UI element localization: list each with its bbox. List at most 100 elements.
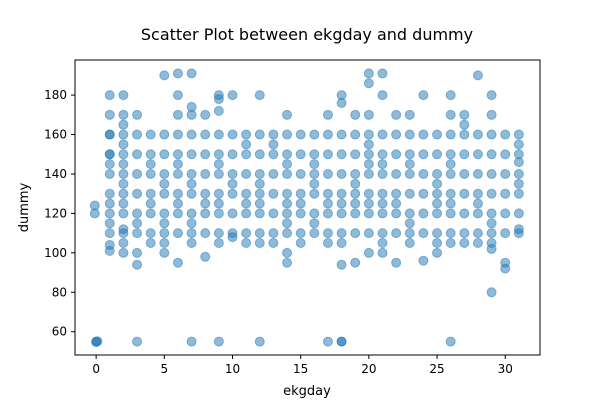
scatter-point bbox=[459, 119, 470, 130]
scatter-point bbox=[500, 168, 511, 179]
scatter-point bbox=[241, 237, 252, 248]
scatter-point bbox=[118, 237, 129, 248]
scatter-point bbox=[118, 208, 129, 219]
scatter-point bbox=[500, 188, 511, 199]
scatter-point bbox=[213, 237, 224, 248]
scatter-point bbox=[350, 178, 361, 189]
scatter-point bbox=[404, 218, 415, 229]
scatter-point bbox=[432, 168, 443, 179]
scatter-point bbox=[227, 188, 238, 199]
scatter-point bbox=[172, 228, 183, 239]
scatter-point bbox=[186, 237, 197, 248]
scatter-point bbox=[336, 198, 347, 209]
scatter-point bbox=[336, 336, 347, 347]
scatter-point bbox=[445, 109, 456, 120]
scatter-point bbox=[118, 178, 129, 189]
scatter-point bbox=[213, 94, 224, 105]
scatter-point bbox=[200, 149, 211, 160]
scatter-point bbox=[459, 168, 470, 179]
scatter-point bbox=[159, 149, 170, 160]
scatter-point bbox=[254, 129, 265, 140]
scatter-point bbox=[336, 129, 347, 140]
scatter-point bbox=[472, 198, 483, 209]
scatter-point bbox=[404, 129, 415, 140]
scatter-point bbox=[432, 208, 443, 219]
scatter-point bbox=[377, 188, 388, 199]
scatter-point bbox=[295, 237, 306, 248]
scatter-point bbox=[363, 247, 374, 258]
scatter-point bbox=[336, 149, 347, 160]
scatter-point bbox=[404, 188, 415, 199]
scatter-point bbox=[200, 168, 211, 179]
x-tick-label: 0 bbox=[92, 362, 100, 376]
scatter-point bbox=[104, 129, 115, 140]
scatter-point bbox=[336, 228, 347, 239]
scatter-point bbox=[391, 168, 402, 179]
scatter-point bbox=[486, 228, 497, 239]
scatter-point bbox=[159, 178, 170, 189]
scatter-point bbox=[213, 188, 224, 199]
scatter-point bbox=[513, 139, 524, 150]
scatter-point bbox=[186, 208, 197, 219]
y-tick-label: 80 bbox=[52, 285, 67, 299]
scatter-point bbox=[89, 208, 100, 219]
scatter-point bbox=[363, 68, 374, 79]
scatter-point bbox=[459, 149, 470, 160]
scatter-point bbox=[432, 178, 443, 189]
scatter-point bbox=[227, 168, 238, 179]
scatter-point bbox=[350, 208, 361, 219]
scatter-point bbox=[350, 228, 361, 239]
scatter-point bbox=[254, 198, 265, 209]
scatter-point bbox=[254, 336, 265, 347]
scatter-point bbox=[363, 188, 374, 199]
scatter-point bbox=[104, 218, 115, 229]
scatter-point bbox=[513, 208, 524, 219]
chart-title: Scatter Plot between ekgday and dummy bbox=[141, 25, 473, 44]
scatter-point bbox=[445, 188, 456, 199]
scatter-point bbox=[322, 149, 333, 160]
scatter-point bbox=[472, 237, 483, 248]
scatter-point bbox=[172, 129, 183, 140]
scatter-point bbox=[500, 208, 511, 219]
scatter-point bbox=[350, 198, 361, 209]
scatter-point bbox=[459, 109, 470, 120]
scatter-point bbox=[227, 208, 238, 219]
scatter-point bbox=[322, 129, 333, 140]
scatter-point bbox=[309, 149, 320, 160]
scatter-point bbox=[391, 257, 402, 268]
scatter-point bbox=[391, 198, 402, 209]
scatter-point bbox=[322, 228, 333, 239]
scatter-point bbox=[213, 168, 224, 179]
scatter-point bbox=[363, 159, 374, 170]
scatter-point bbox=[309, 178, 320, 189]
scatter-point bbox=[418, 208, 429, 219]
scatter-point bbox=[186, 218, 197, 229]
scatter-point bbox=[268, 139, 279, 150]
scatter-point bbox=[145, 149, 156, 160]
scatter-point bbox=[254, 90, 265, 101]
scatter-point bbox=[254, 237, 265, 248]
scatter-point bbox=[363, 168, 374, 179]
scatter-point bbox=[241, 139, 252, 150]
scatter-point bbox=[282, 109, 293, 120]
scatter-point bbox=[363, 198, 374, 209]
plot-frame bbox=[74, 59, 541, 356]
scatter-point bbox=[486, 129, 497, 140]
scatter-point bbox=[500, 129, 511, 140]
scatter-point bbox=[513, 178, 524, 189]
scatter-point bbox=[486, 168, 497, 179]
scatter-point bbox=[472, 129, 483, 140]
y-tick-label: 120 bbox=[44, 206, 67, 220]
scatter-point bbox=[282, 198, 293, 209]
x-tick-label: 30 bbox=[498, 362, 513, 376]
y-tick-label: 160 bbox=[44, 128, 67, 142]
scatter-point bbox=[418, 168, 429, 179]
scatter-point bbox=[186, 68, 197, 79]
scatter-point bbox=[118, 247, 129, 258]
scatter-point bbox=[104, 198, 115, 209]
scatter-point bbox=[432, 228, 443, 239]
scatter-point bbox=[172, 257, 183, 268]
scatter-point bbox=[159, 188, 170, 199]
scatter-point bbox=[445, 237, 456, 248]
